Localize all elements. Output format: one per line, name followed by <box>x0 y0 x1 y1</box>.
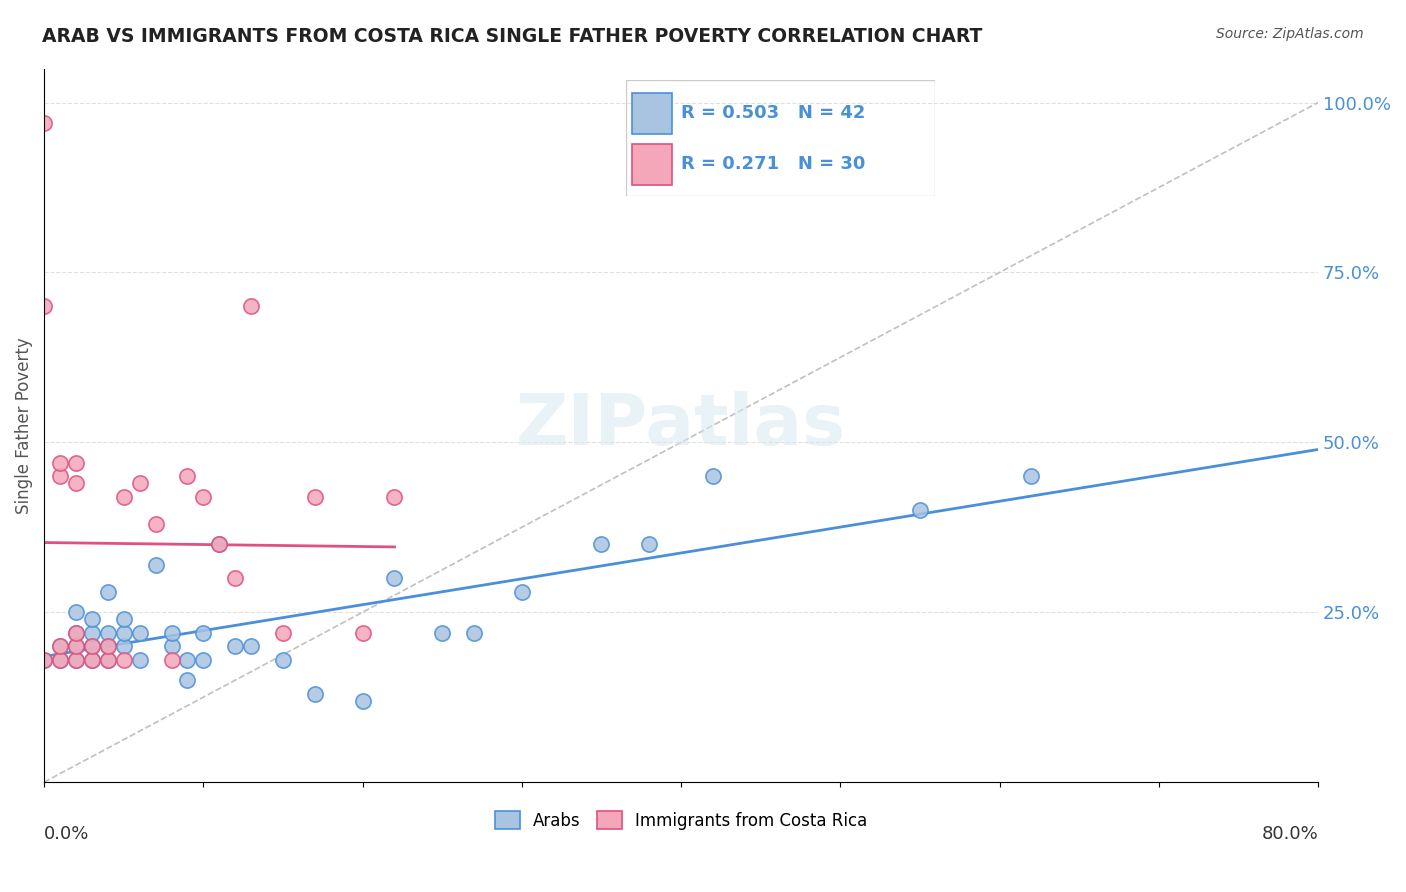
Point <box>80 653 103 667</box>
Point <box>65 476 87 491</box>
Point <box>49 469 72 483</box>
Point <box>65 653 87 667</box>
Point <box>271 625 294 640</box>
Point <box>432 625 454 640</box>
Point <box>384 571 406 585</box>
Point <box>80 612 103 626</box>
Point <box>193 625 215 640</box>
Point <box>908 503 931 517</box>
Point <box>80 639 103 653</box>
Point <box>224 571 246 585</box>
Point <box>65 605 87 619</box>
Point <box>224 639 246 653</box>
Point <box>638 537 661 551</box>
Point <box>80 653 103 667</box>
Point <box>65 625 87 640</box>
Point <box>160 639 183 653</box>
Point <box>112 625 135 640</box>
Point <box>65 639 87 653</box>
Point <box>176 653 198 667</box>
Point <box>160 625 183 640</box>
Point <box>702 469 724 483</box>
Point <box>271 653 294 667</box>
Text: 0.0%: 0.0% <box>44 825 90 843</box>
Point <box>32 299 55 313</box>
Point <box>97 653 120 667</box>
Point <box>97 653 120 667</box>
Point <box>32 116 55 130</box>
Point <box>112 490 135 504</box>
Point <box>128 476 150 491</box>
Text: 80.0%: 80.0% <box>1261 825 1319 843</box>
Point <box>304 687 326 701</box>
Point <box>1021 469 1043 483</box>
Point <box>128 625 150 640</box>
Text: Source: ZipAtlas.com: Source: ZipAtlas.com <box>1216 27 1364 41</box>
Point <box>97 625 120 640</box>
Point <box>193 490 215 504</box>
Point <box>49 639 72 653</box>
Point <box>97 584 120 599</box>
Text: ZIPatlas: ZIPatlas <box>516 391 846 459</box>
Point <box>208 537 231 551</box>
Point <box>112 653 135 667</box>
Point <box>65 653 87 667</box>
Point <box>128 653 150 667</box>
Point <box>193 653 215 667</box>
Text: R = 0.503   N = 42: R = 0.503 N = 42 <box>682 103 866 121</box>
Point <box>49 456 72 470</box>
Point <box>65 639 87 653</box>
Point <box>49 639 72 653</box>
Point <box>304 490 326 504</box>
Point <box>49 653 72 667</box>
Point <box>352 625 374 640</box>
Point <box>208 537 231 551</box>
Text: ARAB VS IMMIGRANTS FROM COSTA RICA SINGLE FATHER POVERTY CORRELATION CHART: ARAB VS IMMIGRANTS FROM COSTA RICA SINGL… <box>42 27 983 45</box>
Text: R = 0.271   N = 30: R = 0.271 N = 30 <box>682 155 866 173</box>
FancyBboxPatch shape <box>631 93 672 134</box>
Point <box>80 625 103 640</box>
Point <box>240 299 263 313</box>
Point <box>65 456 87 470</box>
Point <box>112 639 135 653</box>
Point <box>49 653 72 667</box>
FancyBboxPatch shape <box>631 144 672 185</box>
Point <box>112 612 135 626</box>
Point <box>145 516 167 531</box>
Point <box>65 625 87 640</box>
Point <box>176 469 198 483</box>
Point <box>240 639 263 653</box>
Point <box>97 639 120 653</box>
Point <box>97 639 120 653</box>
Point <box>463 625 485 640</box>
Point <box>352 693 374 707</box>
Point <box>591 537 613 551</box>
Point <box>32 653 55 667</box>
Legend: Arabs, Immigrants from Costa Rica: Arabs, Immigrants from Costa Rica <box>486 803 876 838</box>
Point <box>510 584 533 599</box>
Point <box>384 490 406 504</box>
Point <box>176 673 198 688</box>
Point <box>145 558 167 572</box>
Point <box>160 653 183 667</box>
Point <box>32 653 55 667</box>
Y-axis label: Single Father Poverty: Single Father Poverty <box>15 337 32 514</box>
Point <box>80 639 103 653</box>
